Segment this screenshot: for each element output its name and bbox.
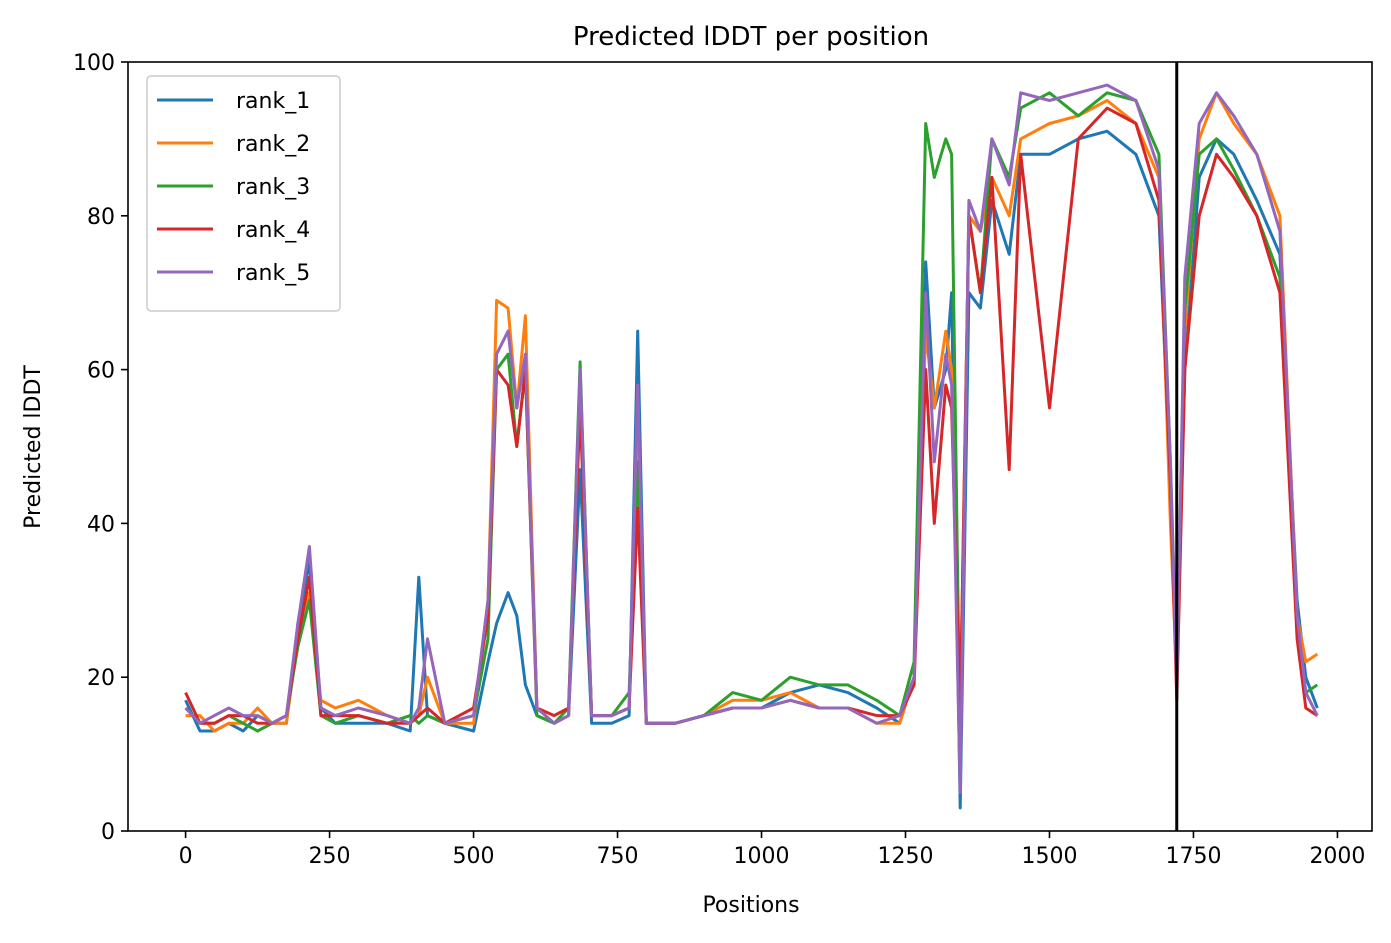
x-tick-label: 750 bbox=[597, 844, 639, 869]
x-tick-label: 250 bbox=[309, 844, 351, 869]
y-tick-label: 40 bbox=[87, 512, 115, 537]
x-tick-label: 0 bbox=[179, 844, 193, 869]
x-tick-label: 1750 bbox=[1165, 844, 1221, 869]
plot-area bbox=[184, 62, 1319, 831]
legend: rank_1 rank_2 rank_3 rank_4 rank_5 bbox=[146, 75, 341, 312]
series-line-rank-5 bbox=[184, 83, 1319, 794]
x-tick-label: 1250 bbox=[878, 844, 934, 869]
x-tick-label: 2000 bbox=[1309, 844, 1365, 869]
y-tick-label: 0 bbox=[101, 820, 115, 845]
chart-title: Predicted lDDT per position bbox=[573, 22, 929, 52]
legend-label-rank-3: rank_3 bbox=[236, 175, 310, 200]
legend-box bbox=[146, 75, 341, 312]
axes-layer: 0 250 500 750 1000 1250 1500 1750 2000 0 20 40 60 80 1… bbox=[73, 51, 1373, 869]
x-axis-label: Positions bbox=[702, 893, 799, 918]
y-tick-label: 100 bbox=[73, 51, 115, 76]
y-axis-label: Predicted lDDT bbox=[21, 365, 46, 529]
x-tick-label: 1000 bbox=[734, 844, 790, 869]
x-tick-label: 1500 bbox=[1021, 844, 1077, 869]
y-tick-label: 60 bbox=[87, 359, 115, 384]
x-tick-label: 500 bbox=[453, 844, 495, 869]
legend-label-rank-5: rank_5 bbox=[236, 261, 310, 286]
legend-label-rank-1: rank_1 bbox=[236, 89, 310, 114]
legend-label-rank-2: rank_2 bbox=[236, 132, 310, 157]
legend-label-rank-4: rank_4 bbox=[236, 218, 310, 243]
axes-frame bbox=[127, 61, 1373, 832]
y-tick-label: 80 bbox=[87, 205, 115, 230]
series-group bbox=[184, 83, 1319, 810]
y-tick-label: 20 bbox=[87, 666, 115, 691]
